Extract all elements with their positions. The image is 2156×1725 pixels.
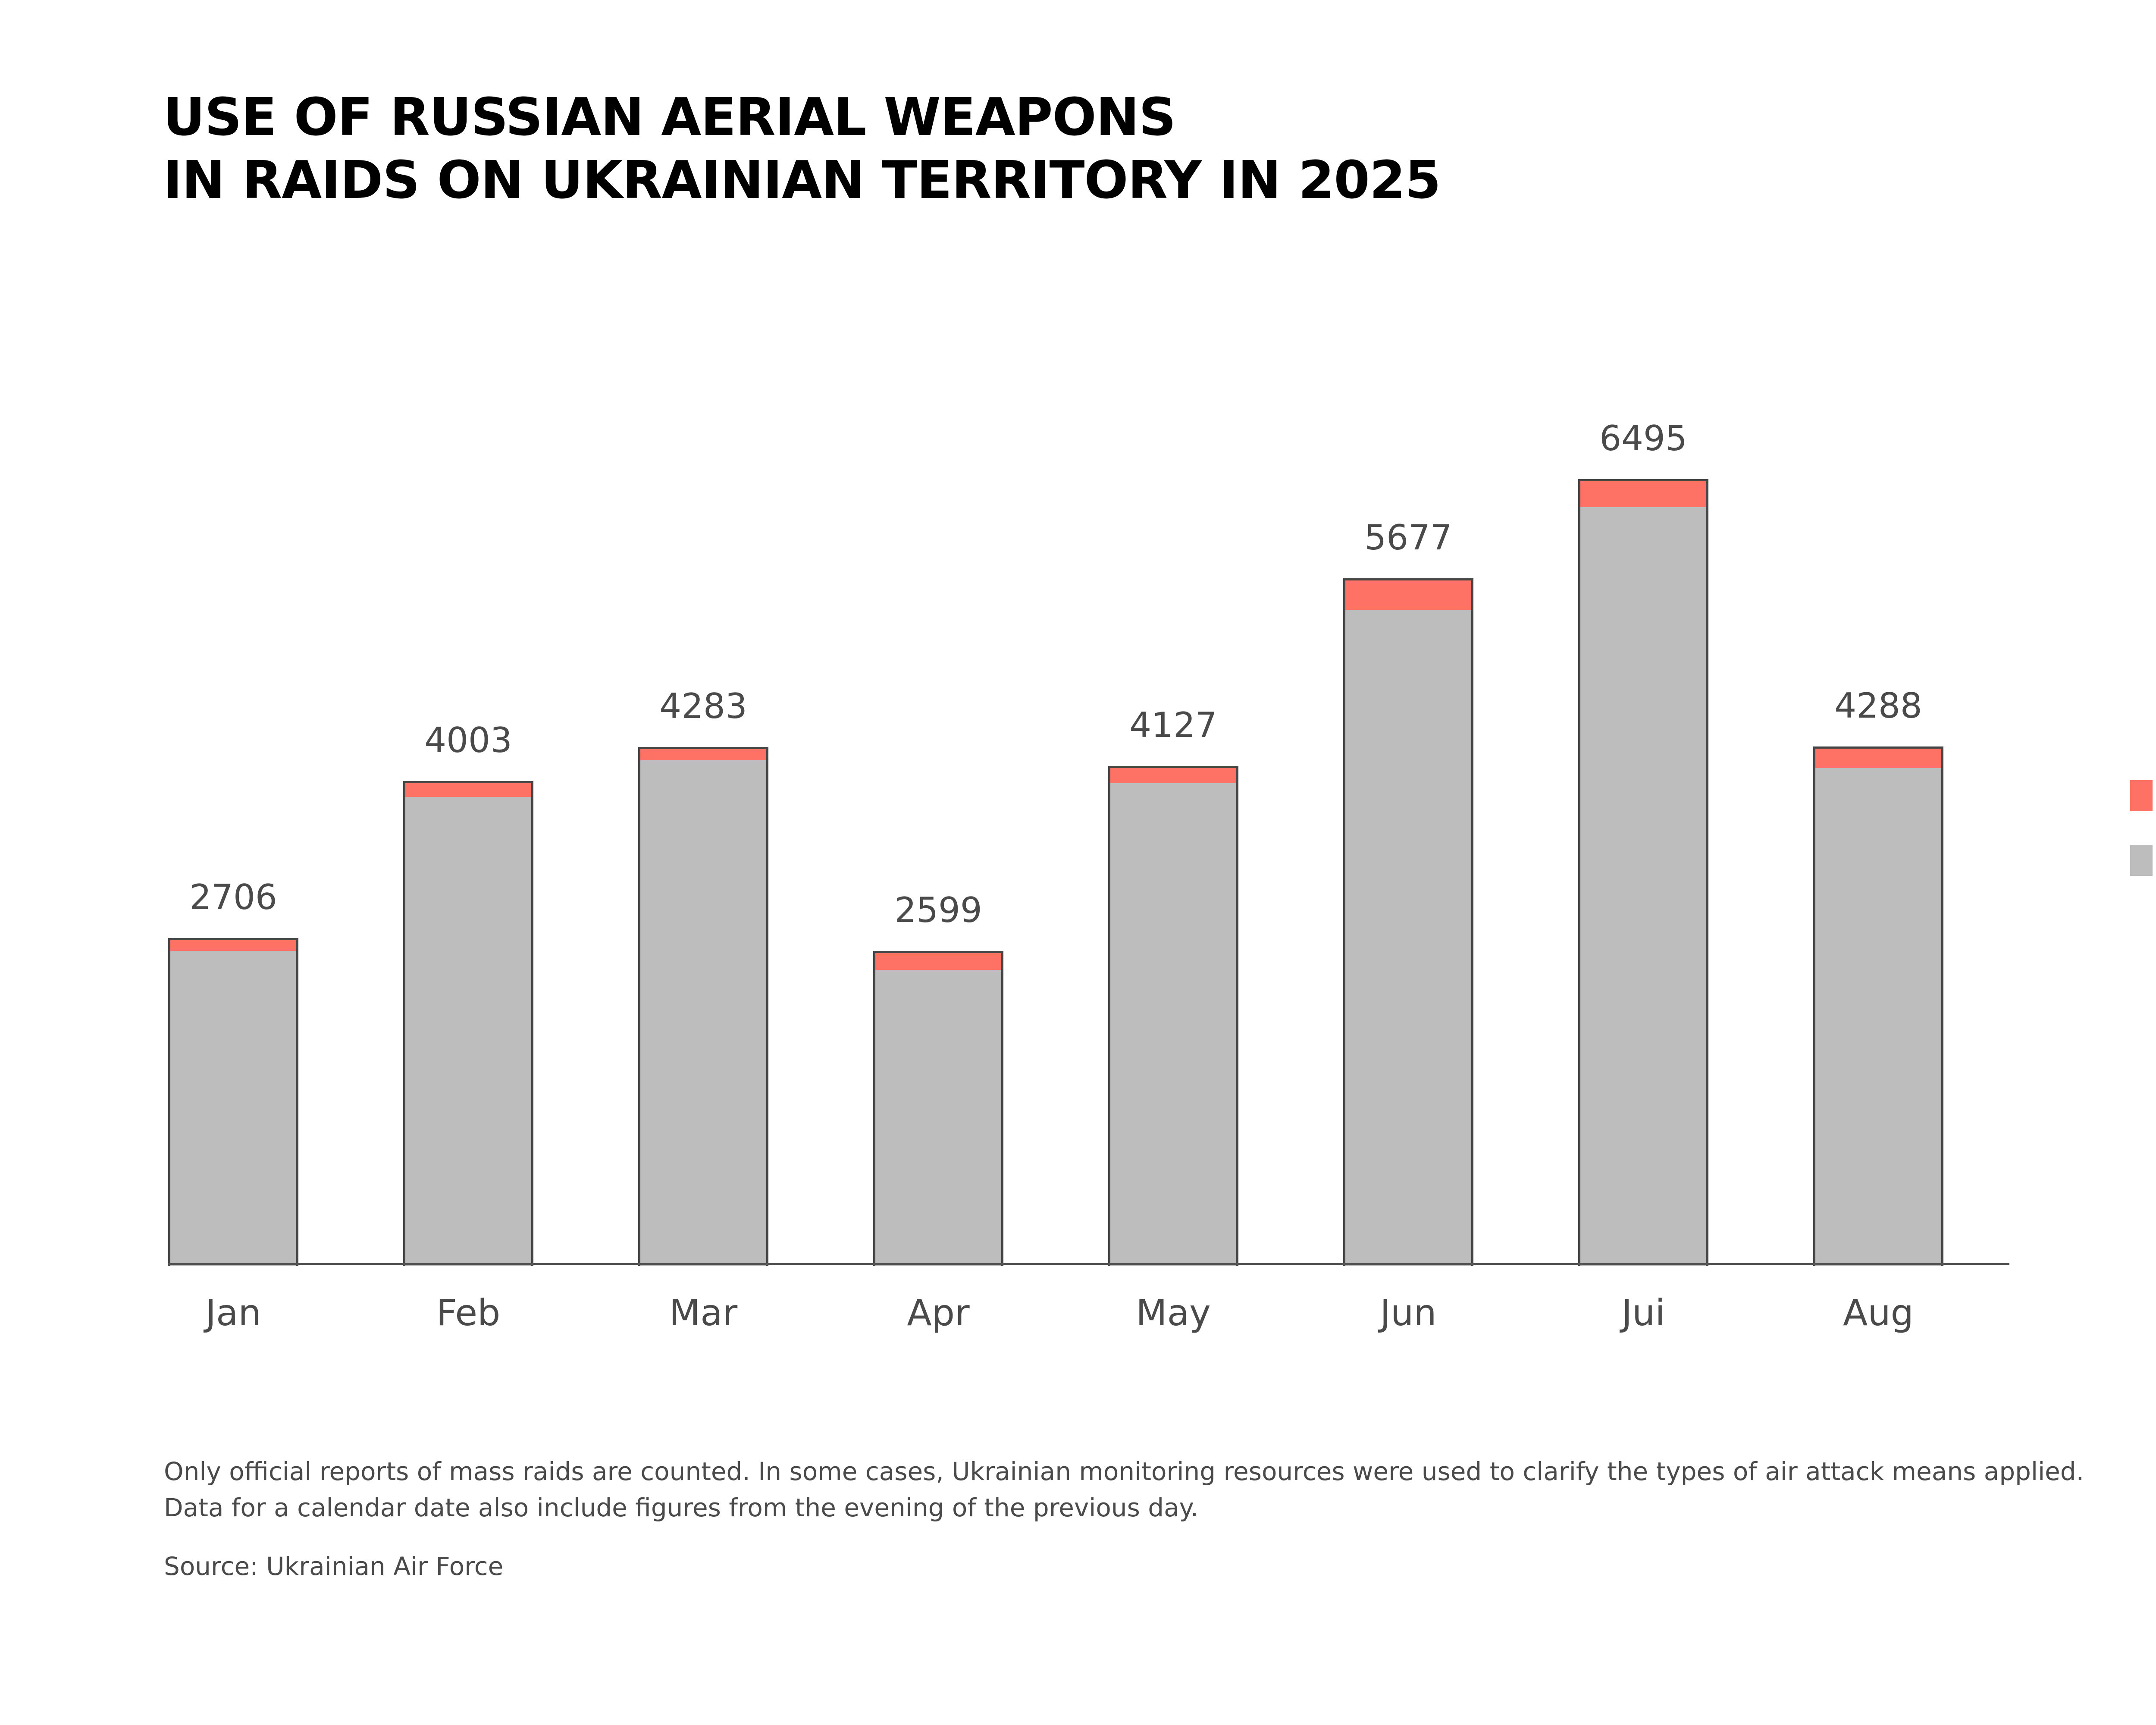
stacked-bar[interactable] bbox=[873, 951, 1003, 1266]
stacked-bar[interactable] bbox=[1343, 578, 1473, 1266]
stacked-bar[interactable] bbox=[1108, 766, 1238, 1266]
bar-group: 5677 bbox=[1343, 388, 1473, 1266]
bar-segment-uavs[interactable] bbox=[1815, 768, 1941, 1266]
bar-value-label: 4288 bbox=[1834, 685, 1922, 726]
bar-segment-missiles[interactable] bbox=[1815, 748, 1941, 768]
stacked-bar[interactable] bbox=[1813, 746, 1943, 1266]
bar-group: 4003 bbox=[403, 388, 533, 1266]
bar-segment-uavs[interactable] bbox=[640, 760, 766, 1266]
legend-swatch-icon bbox=[2130, 780, 2153, 811]
bar-value-label: 6495 bbox=[1599, 418, 1687, 458]
bar-value-label: 4003 bbox=[424, 720, 512, 760]
x-axis-label: Jun bbox=[1380, 1292, 1437, 1334]
legend-item[interactable]: Missiles bbox=[2130, 763, 2156, 828]
stacked-bar[interactable] bbox=[638, 747, 768, 1266]
footnote-methodology: Only official reports of mass raids are … bbox=[164, 1457, 2084, 1486]
legend-swatch-icon bbox=[2130, 845, 2153, 876]
footnotes-block: Only official reports of mass raids are … bbox=[164, 1453, 2147, 1584]
bar-segment-uavs[interactable] bbox=[1345, 609, 1471, 1266]
bar-segment-missiles[interactable] bbox=[405, 783, 531, 797]
x-axis-label: Jan bbox=[205, 1292, 261, 1334]
bar-segment-missiles[interactable] bbox=[170, 940, 296, 951]
x-axis-label: Jui bbox=[1621, 1292, 1665, 1334]
bar-value-label: 4283 bbox=[659, 686, 747, 727]
bar-segment-missiles[interactable] bbox=[875, 953, 1001, 970]
bar-group: 4283 bbox=[638, 388, 768, 1266]
x-axis-label: Aug bbox=[1843, 1292, 1914, 1334]
plot-area: 2706 4003 4283 2599 4127 5677 6495 4288 bbox=[168, 388, 2009, 1266]
bar-value-label: 2706 bbox=[189, 877, 277, 918]
x-axis-label: May bbox=[1136, 1292, 1211, 1334]
x-axis-line bbox=[168, 1263, 2009, 1265]
bar-value-label: 4127 bbox=[1129, 705, 1217, 746]
bar-segment-uavs[interactable] bbox=[1110, 783, 1236, 1266]
page-title: USE OF RUSSIAN AERIAL WEAPONS IN RAIDS O… bbox=[163, 88, 1441, 211]
stacked-bar[interactable] bbox=[403, 781, 533, 1266]
bar-group: 2706 bbox=[168, 388, 298, 1266]
bar-group: 2599 bbox=[873, 388, 1003, 1266]
bar-segment-missiles[interactable] bbox=[1345, 580, 1471, 610]
x-axis-label: Mar bbox=[669, 1292, 738, 1334]
chart-legend: MissilesUAVs (drones) bbox=[2130, 763, 2156, 893]
bar-segment-missiles[interactable] bbox=[1580, 481, 1706, 508]
chart-header: USE OF RUSSIAN AERIAL WEAPONS IN RAIDS O… bbox=[0, 0, 2156, 267]
bar-value-label: 5677 bbox=[1364, 517, 1452, 558]
bar-segment-missiles[interactable] bbox=[1110, 768, 1236, 784]
bar-segment-missiles[interactable] bbox=[640, 749, 766, 761]
stacked-bar[interactable] bbox=[168, 938, 298, 1266]
bar-segment-uavs[interactable] bbox=[405, 797, 531, 1266]
x-axis-label: Apr bbox=[907, 1292, 970, 1334]
source-label: Source: Ukrainian Air Force bbox=[164, 1552, 504, 1581]
bar-group: 6495 bbox=[1578, 388, 1708, 1266]
bar-segment-uavs[interactable] bbox=[1580, 507, 1706, 1266]
footnote-calendar: Data for a calendar date also include fi… bbox=[164, 1493, 1199, 1523]
bar-group: 4288 bbox=[1813, 388, 1943, 1266]
legend-item[interactable]: UAVs (drones) bbox=[2130, 828, 2156, 893]
stacked-bar[interactable] bbox=[1578, 479, 1708, 1266]
x-axis-label: Feb bbox=[436, 1292, 501, 1334]
bar-segment-uavs[interactable] bbox=[170, 951, 296, 1266]
bar-group: 4127 bbox=[1108, 388, 1238, 1266]
bar-value-label: 2599 bbox=[894, 890, 982, 931]
bar-segment-uavs[interactable] bbox=[875, 970, 1001, 1266]
